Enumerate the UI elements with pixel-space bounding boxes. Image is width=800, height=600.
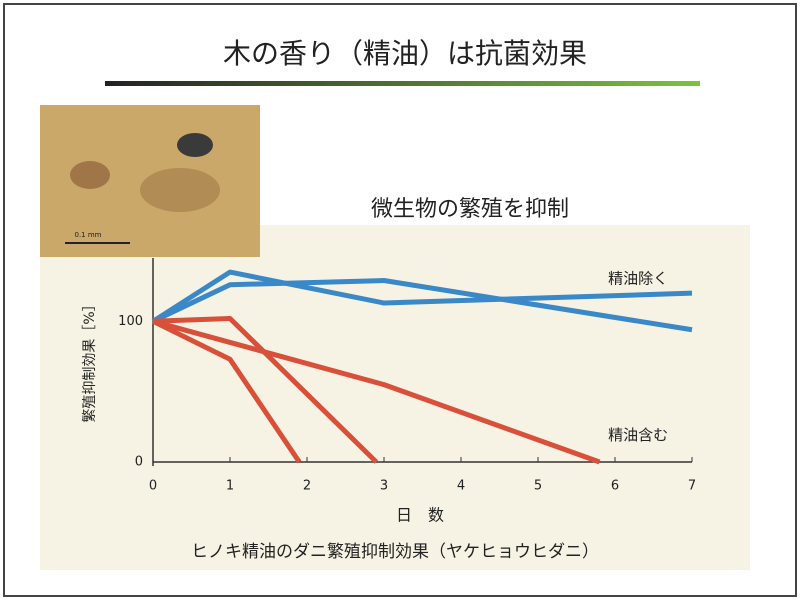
y-tick-label: 100 [118, 314, 143, 329]
series-line [152, 315, 379, 464]
x-axis-label: 日 数 [396, 506, 444, 525]
annotation: 精油除く [608, 270, 668, 288]
y-tick-label: 0 [135, 455, 143, 470]
annotation: 精油含む [608, 426, 668, 444]
photo-shape [140, 168, 220, 212]
series-line [151, 278, 693, 333]
series-line [152, 318, 601, 465]
x-tick-label: 4 [457, 479, 465, 494]
x-tick-label: 3 [380, 479, 388, 494]
photo: 0.1 mm [40, 105, 260, 257]
x-tick-label: 7 [688, 479, 696, 494]
title-underline [105, 81, 700, 86]
x-tick-label: 6 [611, 479, 619, 494]
slide-title: 木の香り（精油）は抗菌効果 [223, 37, 587, 70]
photo-shape [177, 133, 213, 157]
chart-title: 微生物の繁殖を抑制 [371, 197, 569, 222]
series-line [151, 319, 302, 464]
scale-label: 0.1 mm [75, 231, 102, 239]
chart-caption: ヒノキ精油のダニ繁殖抑制効果（ヤケヒョウヒダニ） [191, 542, 599, 562]
y-axis-label: 繁殖抑制効果［%］ [81, 297, 98, 422]
x-tick-label: 2 [303, 479, 311, 494]
x-tick-label: 0 [149, 479, 157, 494]
x-tick-label: 1 [226, 479, 234, 494]
x-tick-label: 5 [534, 479, 542, 494]
photo-shape [70, 161, 110, 189]
series-line [151, 269, 693, 324]
